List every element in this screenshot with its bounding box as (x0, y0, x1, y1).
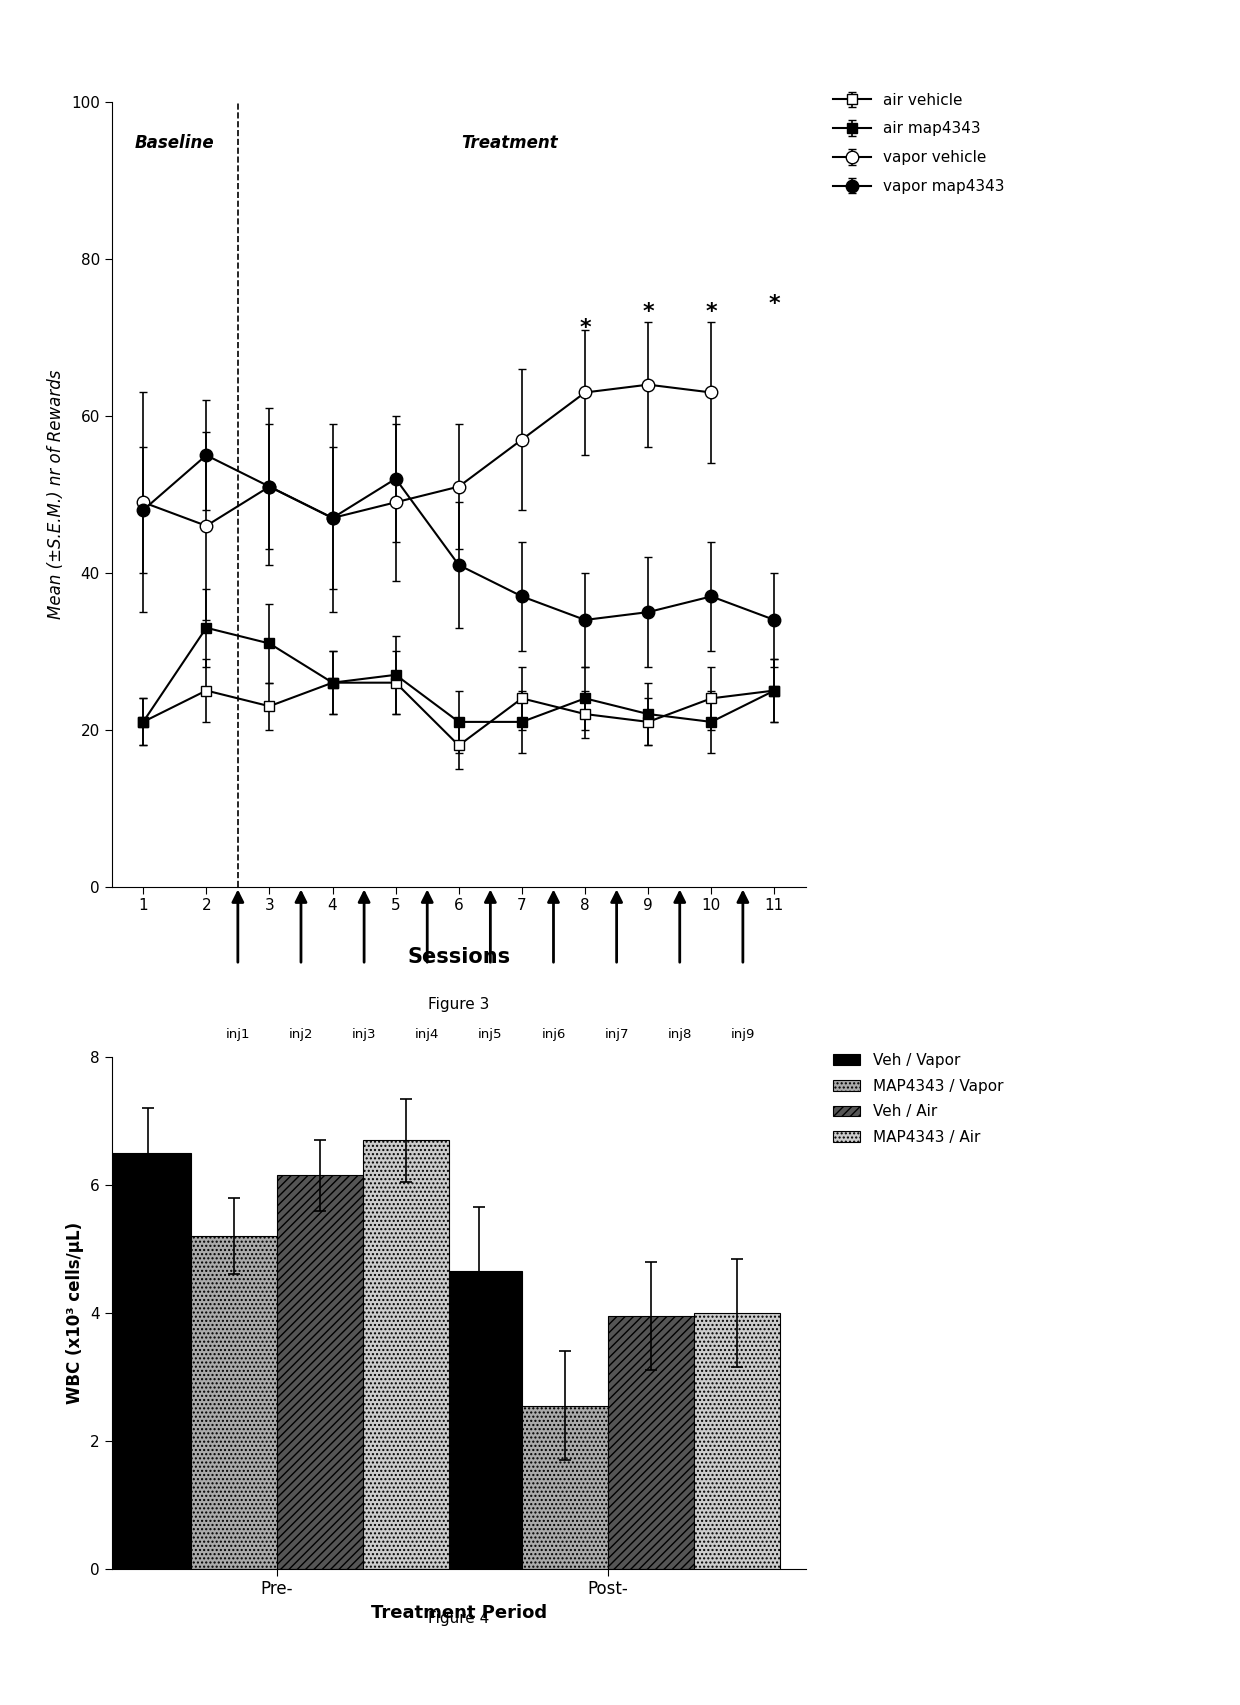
Text: *: * (642, 302, 653, 322)
Bar (191, 1236, 277, 1569)
Text: inj9: inj9 (730, 1028, 755, 1040)
Legend: air vehicle, air map4343, vapor vehicle, vapor map4343: air vehicle, air map4343, vapor vehicle,… (827, 87, 1011, 199)
Text: Figure 4: Figure 4 (428, 1611, 490, 1627)
Text: Baseline: Baseline (135, 133, 215, 152)
Text: inj7: inj7 (604, 1028, 629, 1040)
Text: inj4: inj4 (415, 1028, 439, 1040)
Bar (522, 1405, 608, 1569)
Legend: Veh / Vapor, MAP4343 / Vapor, Veh / Air, MAP4343 / Air: Veh / Vapor, MAP4343 / Vapor, Veh / Air,… (827, 1047, 1009, 1151)
Text: *: * (579, 317, 591, 338)
Text: Sessions: Sessions (407, 948, 511, 967)
Bar (277, 1175, 363, 1569)
Text: Treatment: Treatment (461, 133, 558, 152)
Text: *: * (769, 293, 780, 314)
Text: Figure 3: Figure 3 (428, 997, 490, 1013)
Y-axis label: WBC (x10³ cells/μL): WBC (x10³ cells/μL) (67, 1222, 84, 1403)
Bar (105, 1153, 191, 1569)
Bar (363, 1141, 449, 1569)
Text: inj2: inj2 (289, 1028, 314, 1040)
Text: inj1: inj1 (226, 1028, 250, 1040)
Bar (693, 1313, 780, 1569)
Bar (608, 1316, 693, 1569)
Y-axis label: Mean (±S.E.M.) nr of Rewards: Mean (±S.E.M.) nr of Rewards (47, 370, 66, 619)
Text: *: * (706, 302, 717, 322)
Bar (435, 1272, 522, 1569)
Text: inj5: inj5 (479, 1028, 502, 1040)
X-axis label: Treatment Period: Treatment Period (371, 1604, 547, 1621)
Text: inj3: inj3 (352, 1028, 377, 1040)
Text: inj6: inj6 (542, 1028, 565, 1040)
Text: inj8: inj8 (667, 1028, 692, 1040)
